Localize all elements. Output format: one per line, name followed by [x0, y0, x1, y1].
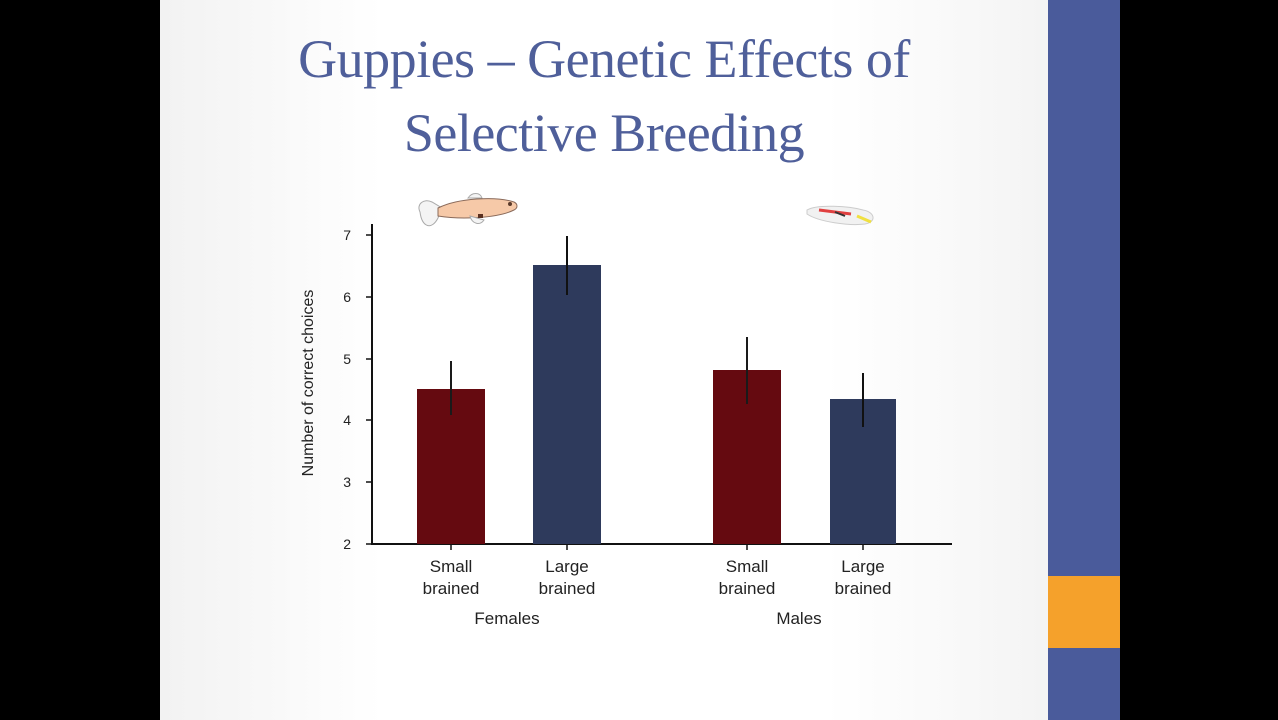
svg-text:Small: Small: [726, 557, 769, 576]
male-guppy-icon: [806, 205, 874, 225]
x-axis-labels: Small brained Large brained Small braine…: [423, 557, 892, 598]
svg-text:Small: Small: [430, 557, 473, 576]
group-label-males: Males: [776, 609, 821, 628]
svg-text:6: 6: [343, 289, 351, 305]
group-label-females: Females: [474, 609, 539, 628]
svg-text:5: 5: [343, 351, 351, 367]
title-line-2: Selective Breeding: [403, 103, 805, 163]
title-line-1: Guppies – Genetic Effects of: [298, 29, 910, 89]
svg-text:7: 7: [343, 227, 351, 243]
y-axis-label: Number of correct choices: [300, 290, 317, 477]
svg-text:brained: brained: [835, 579, 892, 598]
female-guppy-icon: [418, 193, 518, 227]
bar-females-large: [533, 265, 601, 544]
svg-text:2: 2: [343, 536, 351, 552]
svg-text:3: 3: [343, 474, 351, 490]
svg-text:brained: brained: [423, 579, 480, 598]
svg-text:Large: Large: [545, 557, 588, 576]
slide: Guppies – Genetic Effects of Selective B…: [160, 0, 1048, 720]
y-axis-ticks: 7 6 5 4 3 2: [343, 227, 372, 552]
bar-chart: 7 6 5 4 3 2 Number of correct choices Sm…: [300, 193, 952, 628]
svg-text:4: 4: [343, 412, 351, 428]
svg-text:brained: brained: [539, 579, 596, 598]
slide-title: Guppies – Genetic Effects of Selective B…: [160, 22, 1048, 170]
svg-text:Large: Large: [841, 557, 884, 576]
slide-sidebar: [1048, 0, 1120, 720]
sidebar-accent-block: [1048, 576, 1120, 648]
svg-text:brained: brained: [719, 579, 776, 598]
